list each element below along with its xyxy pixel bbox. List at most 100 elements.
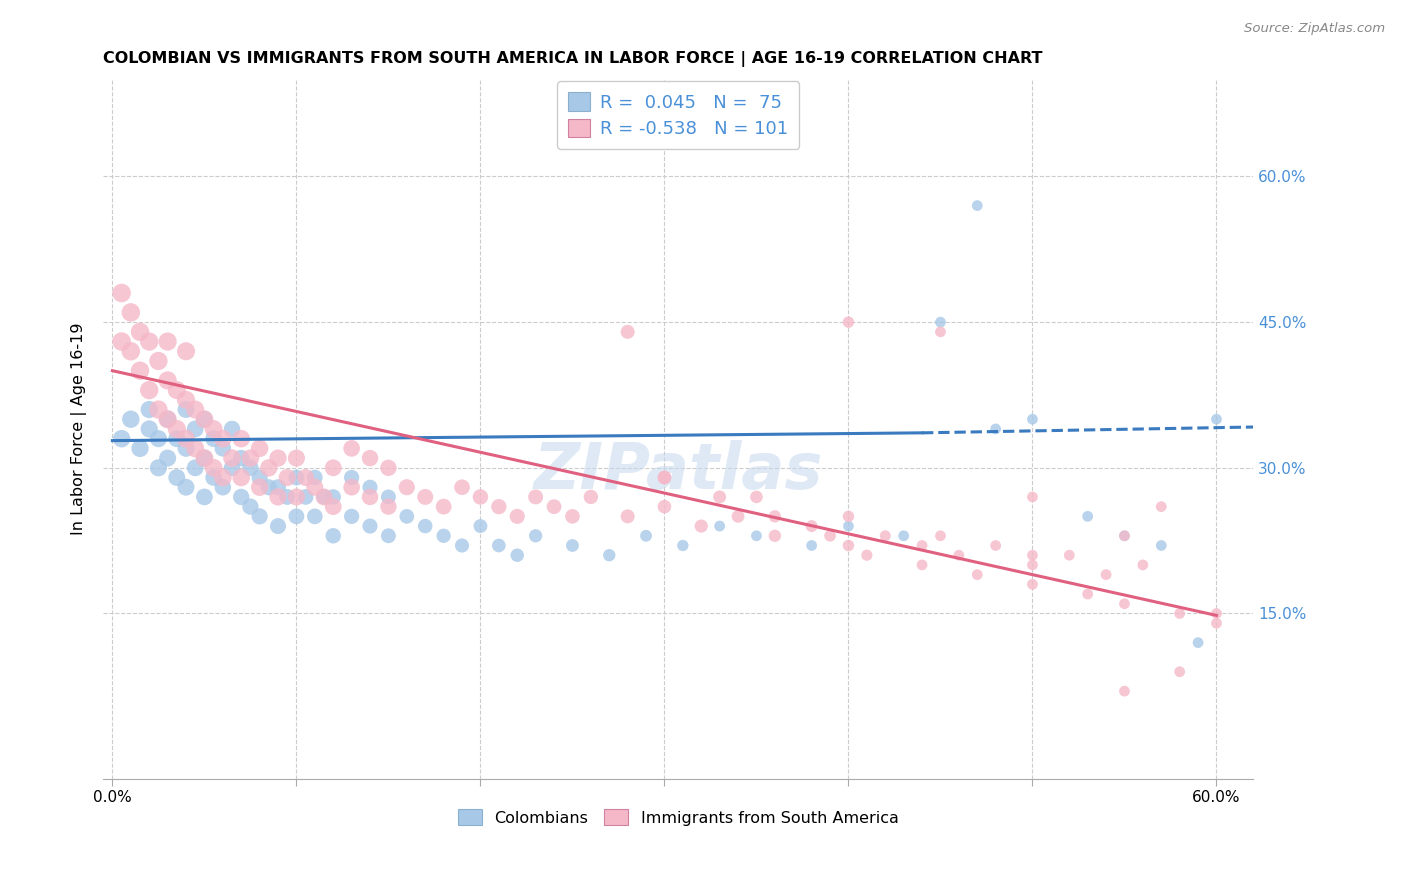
- Point: [837, 519, 859, 533]
- Point: [304, 470, 326, 484]
- Point: [1059, 548, 1081, 562]
- Point: [202, 460, 225, 475]
- Point: [837, 315, 859, 329]
- Point: [1095, 567, 1118, 582]
- Point: [966, 567, 988, 582]
- Point: [524, 490, 547, 504]
- Point: [654, 500, 676, 514]
- Point: [377, 529, 399, 543]
- Point: [340, 480, 363, 494]
- Point: [166, 432, 188, 446]
- Point: [322, 529, 344, 543]
- Point: [856, 548, 879, 562]
- Point: [1077, 587, 1099, 601]
- Point: [184, 442, 207, 456]
- Point: [110, 285, 132, 300]
- Point: [340, 509, 363, 524]
- Point: [174, 480, 197, 494]
- Point: [875, 529, 897, 543]
- Point: [148, 432, 170, 446]
- Point: [470, 490, 492, 504]
- Point: [129, 325, 152, 339]
- Point: [221, 460, 243, 475]
- Point: [654, 470, 676, 484]
- Legend: Colombians, Immigrants from South America: Colombians, Immigrants from South Americ…: [450, 801, 907, 833]
- Point: [156, 451, 179, 466]
- Point: [231, 451, 253, 466]
- Point: [120, 344, 142, 359]
- Point: [413, 519, 436, 533]
- Point: [1021, 548, 1043, 562]
- Point: [984, 422, 1007, 436]
- Point: [211, 442, 233, 456]
- Point: [322, 500, 344, 514]
- Point: [211, 432, 233, 446]
- Point: [239, 460, 262, 475]
- Point: [433, 500, 456, 514]
- Point: [156, 412, 179, 426]
- Point: [221, 422, 243, 436]
- Point: [488, 539, 510, 553]
- Point: [1021, 490, 1043, 504]
- Point: [202, 470, 225, 484]
- Point: [340, 470, 363, 484]
- Point: [231, 432, 253, 446]
- Point: [745, 529, 768, 543]
- Text: Source: ZipAtlas.com: Source: ZipAtlas.com: [1244, 22, 1385, 36]
- Point: [166, 383, 188, 397]
- Point: [294, 490, 316, 504]
- Point: [359, 451, 381, 466]
- Point: [413, 490, 436, 504]
- Point: [174, 344, 197, 359]
- Point: [451, 480, 474, 494]
- Point: [174, 402, 197, 417]
- Point: [138, 402, 160, 417]
- Point: [506, 509, 529, 524]
- Point: [616, 325, 638, 339]
- Point: [285, 490, 308, 504]
- Point: [929, 315, 952, 329]
- Point: [1187, 635, 1209, 649]
- Point: [340, 442, 363, 456]
- Point: [138, 334, 160, 349]
- Point: [377, 490, 399, 504]
- Point: [193, 490, 215, 504]
- Point: [110, 334, 132, 349]
- Point: [524, 529, 547, 543]
- Point: [818, 529, 841, 543]
- Point: [174, 442, 197, 456]
- Point: [221, 451, 243, 466]
- Point: [1114, 597, 1136, 611]
- Point: [276, 470, 298, 484]
- Point: [129, 442, 152, 456]
- Point: [1077, 509, 1099, 524]
- Point: [193, 451, 215, 466]
- Point: [727, 509, 749, 524]
- Point: [120, 305, 142, 319]
- Point: [249, 509, 271, 524]
- Point: [488, 500, 510, 514]
- Point: [506, 548, 529, 562]
- Point: [966, 198, 988, 212]
- Point: [948, 548, 970, 562]
- Point: [138, 383, 160, 397]
- Point: [763, 529, 786, 543]
- Point: [984, 539, 1007, 553]
- Point: [800, 519, 823, 533]
- Point: [377, 460, 399, 475]
- Point: [211, 470, 233, 484]
- Point: [312, 490, 335, 504]
- Point: [893, 529, 915, 543]
- Point: [690, 519, 713, 533]
- Point: [138, 422, 160, 436]
- Point: [249, 470, 271, 484]
- Point: [654, 470, 676, 484]
- Point: [285, 451, 308, 466]
- Point: [1168, 665, 1191, 679]
- Point: [249, 442, 271, 456]
- Point: [285, 509, 308, 524]
- Point: [202, 422, 225, 436]
- Point: [257, 460, 280, 475]
- Point: [709, 490, 731, 504]
- Point: [672, 539, 695, 553]
